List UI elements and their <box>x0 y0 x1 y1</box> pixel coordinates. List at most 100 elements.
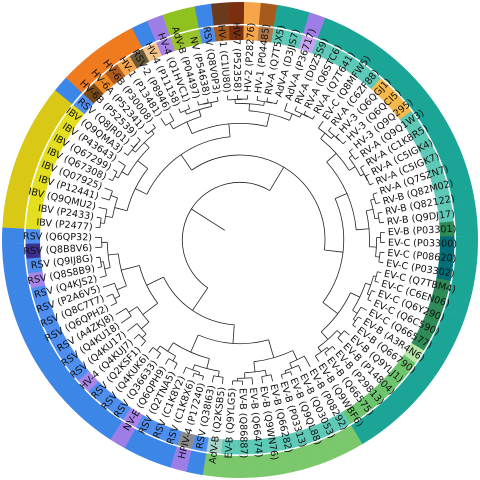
tree-branch <box>96 216 102 219</box>
tree-branch <box>335 133 340 138</box>
tree-branch <box>290 371 293 376</box>
tree-branch <box>326 347 330 350</box>
outer-ring-segment <box>444 295 470 318</box>
tree-branch <box>370 198 375 201</box>
outer-ring-segment <box>441 154 468 178</box>
tree-branch <box>98 206 108 210</box>
tree-branch <box>367 299 372 302</box>
inner-ring-segment <box>155 36 176 56</box>
tree-branch <box>190 334 199 353</box>
outer-ring-segment <box>455 219 478 237</box>
outer-ring-segment <box>4 273 30 294</box>
inner-ring-segment <box>45 324 66 345</box>
tree-branch <box>298 365 302 372</box>
inner-ring-segment <box>426 162 446 182</box>
tree-branch <box>374 217 379 220</box>
tree-branch <box>182 367 187 374</box>
tree-branch-arc <box>318 127 332 139</box>
inner-ring-segment <box>184 28 203 47</box>
inner-ring-segment <box>429 291 448 311</box>
tree-branch <box>169 122 174 130</box>
inner-ring-segment <box>34 298 54 318</box>
tree-branch <box>210 102 212 107</box>
tree-branch-arc <box>328 130 340 141</box>
outer-ring-segment <box>455 235 478 253</box>
outer-ring-segment <box>448 281 474 302</box>
tree-branch <box>373 275 377 277</box>
inner-ring-segment <box>330 411 351 432</box>
tree-branch <box>173 363 178 370</box>
outer-ring-segment <box>124 428 149 456</box>
inner-ring-segment <box>376 376 398 398</box>
inner-ring-segment <box>236 439 252 456</box>
leaf-label: EV-C (P03300) <box>388 238 457 250</box>
inner-ring-segment <box>176 431 196 450</box>
tree-branch <box>326 153 337 163</box>
tree-branch-arc <box>284 364 299 372</box>
tree-branch <box>192 287 209 311</box>
inner-ring-segment <box>26 198 44 216</box>
tree-branch <box>256 96 259 101</box>
outer-ring-segment <box>162 10 185 36</box>
outer-ring-segment <box>139 435 163 463</box>
tree-branch <box>317 347 322 353</box>
inner-ring-segment <box>39 311 59 331</box>
outer-ring-segment <box>375 397 403 426</box>
tree-branch <box>292 350 298 360</box>
tree-branch <box>102 282 115 288</box>
leaf-label: EV-B (Q9YLG5) <box>224 388 239 459</box>
tree-branch-arc <box>335 136 344 145</box>
outer-ring-segment <box>178 6 199 32</box>
tree-branch <box>116 285 127 291</box>
tree-branch <box>264 370 267 376</box>
outer-ring-segment <box>235 455 253 478</box>
inner-ring-segment <box>243 25 259 41</box>
outer-ring-segment <box>387 387 415 415</box>
tree-branch-arc <box>303 114 313 120</box>
tree-branch <box>266 97 269 102</box>
tree-branch <box>186 121 193 134</box>
tree-branch <box>184 110 188 115</box>
tree-branch-arc <box>117 165 126 179</box>
tree-branch <box>137 137 141 141</box>
tree-branch-arc <box>186 106 212 115</box>
outer-ring-segment <box>454 251 478 270</box>
tree-branch <box>198 109 202 117</box>
tree-branch <box>317 120 324 129</box>
outer-ring-segment <box>273 4 294 30</box>
outer-ring-segment <box>453 202 478 222</box>
outer-ring-segment <box>450 186 476 207</box>
tree-branch <box>118 160 126 166</box>
outer-ring-segment <box>351 416 377 445</box>
tree-branch <box>216 96 219 102</box>
inner-ring-segment <box>414 135 435 156</box>
outer-ring-segment <box>12 302 39 326</box>
inner-ring-segment <box>434 191 453 209</box>
inner-ring-segment <box>72 93 94 115</box>
tree-branch <box>320 331 329 340</box>
tree-branch <box>269 166 285 191</box>
outer-ring-segment <box>20 131 48 156</box>
tree-branch <box>143 142 150 148</box>
tree-branch-arc <box>213 375 224 378</box>
tree-branch <box>152 123 156 128</box>
tree-branch <box>206 358 210 369</box>
tree-branch-arc <box>194 364 220 372</box>
tree-branch-arc <box>348 151 356 160</box>
tree-branch <box>332 346 336 350</box>
tree-branch <box>331 135 335 139</box>
outer-ring-segment <box>281 448 302 474</box>
leaf-label: HV-2 (P28276) <box>243 22 258 92</box>
tree-branch <box>251 377 254 385</box>
tree-branch <box>348 148 353 152</box>
tree-branch <box>354 156 360 160</box>
inner-ring-segment <box>271 27 289 46</box>
tree-branch <box>123 152 128 156</box>
inner-ring-segment <box>438 250 455 267</box>
tree-branch <box>314 355 320 362</box>
inner-ring-segment <box>213 25 230 42</box>
leaf-label: EV-B (P03301) <box>388 224 457 239</box>
outer-ring-segment <box>103 35 129 64</box>
tree-branch <box>324 249 344 253</box>
